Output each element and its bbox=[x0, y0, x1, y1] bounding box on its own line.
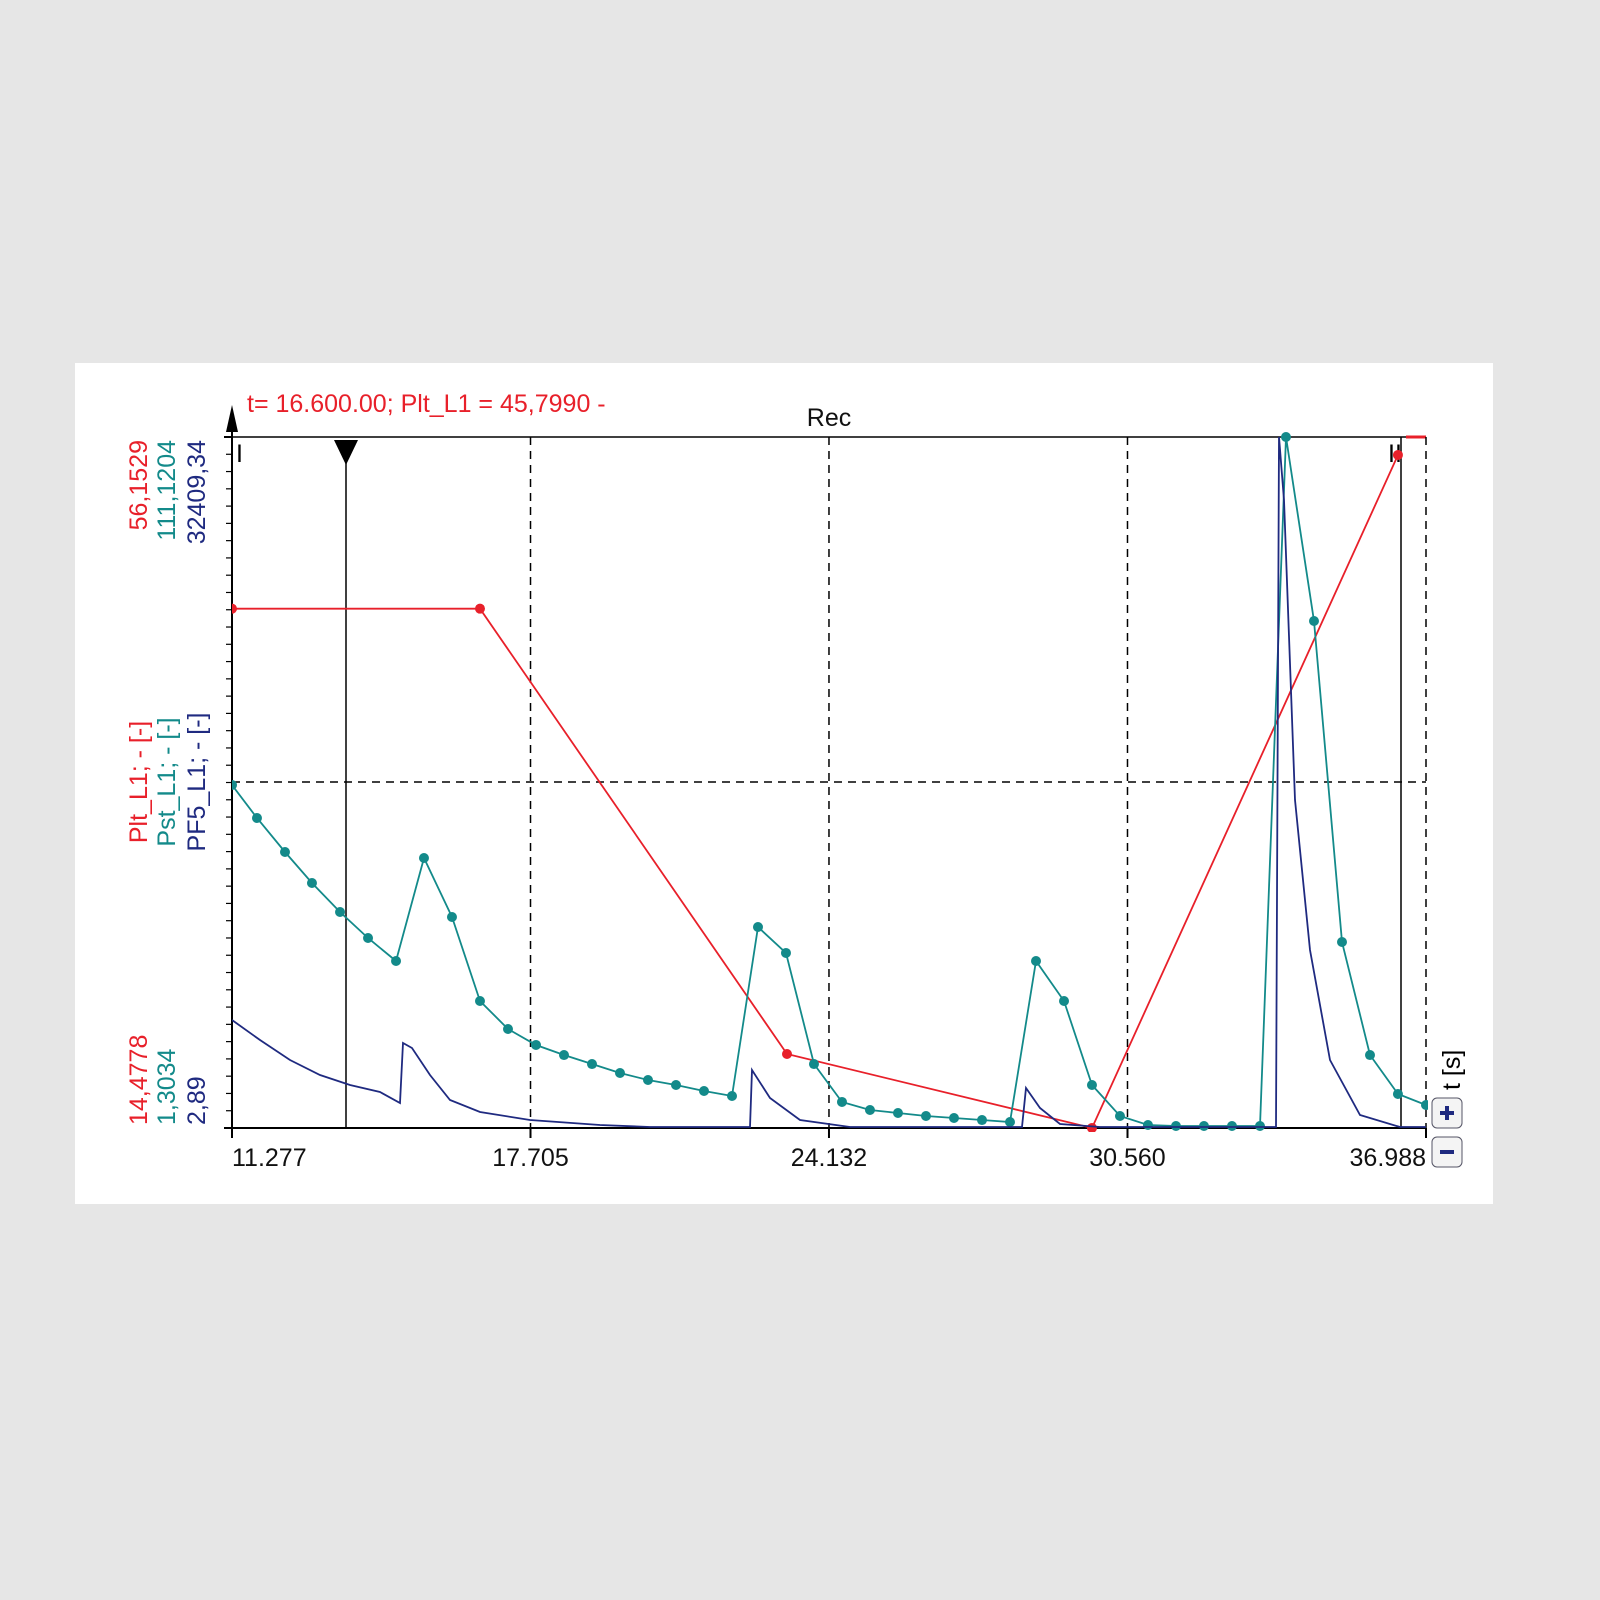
data-point bbox=[892, 1107, 903, 1118]
chart-title: Rec bbox=[807, 404, 851, 432]
data-point bbox=[1280, 432, 1291, 443]
data-point bbox=[1421, 1099, 1428, 1110]
plus-icon bbox=[1440, 1106, 1454, 1120]
data-point bbox=[502, 1023, 513, 1034]
zoom-out-button[interactable] bbox=[1431, 1136, 1463, 1168]
plot-area bbox=[232, 432, 1428, 1132]
data-point bbox=[780, 947, 791, 958]
data-point bbox=[699, 1086, 710, 1097]
data-point bbox=[615, 1068, 626, 1079]
data-point bbox=[1059, 995, 1070, 1006]
data-point bbox=[1198, 1121, 1209, 1132]
data-point bbox=[920, 1111, 931, 1122]
data-point bbox=[586, 1059, 597, 1070]
data-point bbox=[418, 853, 429, 864]
data-point bbox=[306, 877, 317, 888]
data-point bbox=[232, 603, 237, 614]
data-point bbox=[446, 911, 457, 922]
data-point bbox=[671, 1079, 682, 1090]
data-point bbox=[1254, 1121, 1265, 1132]
x-tick-label: 30.560 bbox=[1089, 1144, 1165, 1172]
y-tick-label: 1,3034 bbox=[153, 1048, 181, 1125]
panel bbox=[75, 363, 1493, 1204]
y-axis-title: Pst_L1; - [-] bbox=[153, 717, 181, 846]
marker-label: I bbox=[236, 440, 243, 468]
y-tick-label: 14,4778 bbox=[125, 1035, 153, 1125]
y-axis-title: Plt_L1; - [-] bbox=[125, 721, 153, 843]
data-point bbox=[279, 846, 290, 857]
y-tick-label: 32409,34 bbox=[183, 440, 211, 544]
data-point bbox=[1308, 615, 1319, 626]
data-point bbox=[251, 813, 262, 824]
data-point bbox=[474, 603, 485, 614]
data-point bbox=[335, 907, 346, 918]
y-tick-label: 2,89 bbox=[183, 1076, 211, 1125]
data-point bbox=[474, 995, 485, 1006]
data-point bbox=[1170, 1121, 1181, 1132]
data-point bbox=[391, 956, 402, 967]
data-point bbox=[976, 1115, 987, 1126]
cursor-readout: t= 16.600.00; Plt_L1 = 45,7990 - bbox=[247, 390, 606, 418]
data-point bbox=[643, 1075, 654, 1086]
data-point bbox=[752, 921, 763, 932]
data-point bbox=[1392, 449, 1403, 460]
data-point bbox=[948, 1113, 959, 1124]
y-tick-label: 56,1529 bbox=[125, 440, 153, 530]
x-axis-title: t [s] bbox=[1438, 1050, 1466, 1090]
data-point bbox=[1364, 1050, 1375, 1061]
data-point bbox=[1226, 1121, 1237, 1132]
y-tick-label: 111,1204 bbox=[153, 440, 181, 541]
data-point bbox=[1086, 1079, 1097, 1090]
x-tick-label: 11.277 bbox=[232, 1144, 307, 1172]
data-point bbox=[1336, 937, 1347, 948]
x-tick-label: 36.988 bbox=[1350, 1144, 1426, 1172]
data-point bbox=[836, 1096, 847, 1107]
series-line bbox=[232, 436, 1426, 1128]
data-point bbox=[781, 1049, 792, 1060]
data-point bbox=[1004, 1116, 1015, 1127]
data-point bbox=[1086, 1122, 1097, 1132]
x-tick-label: 24.132 bbox=[791, 1144, 867, 1172]
data-point bbox=[1031, 956, 1042, 967]
data-point bbox=[558, 1050, 569, 1061]
cursor-handle bbox=[334, 440, 358, 465]
data-point bbox=[232, 779, 237, 790]
data-point bbox=[1114, 1111, 1125, 1122]
data-point bbox=[530, 1039, 541, 1050]
data-point bbox=[1142, 1120, 1153, 1131]
data-point bbox=[808, 1059, 819, 1070]
data-point bbox=[1392, 1088, 1403, 1099]
data-point bbox=[363, 932, 374, 943]
axis-arrow bbox=[226, 405, 238, 432]
data-point bbox=[864, 1105, 875, 1116]
data-point bbox=[727, 1090, 738, 1101]
x-tick-label: 17.705 bbox=[492, 1144, 568, 1172]
y-axis-title: PF5_L1; - [-] bbox=[183, 713, 211, 852]
zoom-in-button[interactable] bbox=[1431, 1097, 1463, 1129]
